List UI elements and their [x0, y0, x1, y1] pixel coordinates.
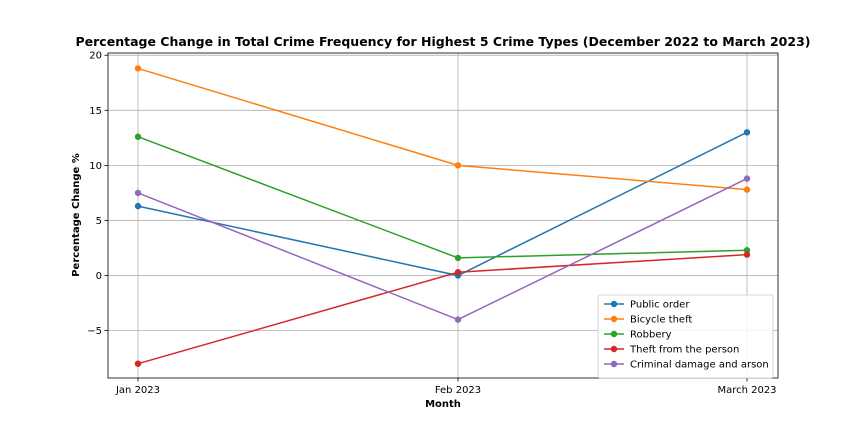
legend-label: Bicycle theft: [630, 315, 692, 326]
y-tick-label: 20: [89, 51, 102, 62]
data-point: [134, 189, 142, 197]
series-theft-from-the-person: [134, 251, 751, 367]
series-line: [137, 131, 748, 277]
data-point: [134, 202, 142, 210]
x-tick-label: March 2023: [717, 385, 776, 396]
data-point: [454, 316, 462, 323]
y-tick-label: 0: [96, 271, 102, 282]
legend-item: Bicycle theft: [604, 315, 692, 326]
plot-area-frame: [107, 52, 779, 379]
legend-marker: [610, 345, 618, 353]
x-axis-label: Month: [425, 399, 461, 410]
legend-marker: [610, 330, 618, 338]
data-point: [134, 133, 142, 140]
legend-item: Robbery: [604, 330, 672, 341]
y-tick-label: 10: [89, 161, 102, 172]
data-point: [134, 360, 142, 367]
data-point: [743, 186, 751, 193]
legend-marker: [610, 360, 618, 368]
legend-item: Theft from the person: [604, 345, 739, 356]
series-criminal-damage-and-arson: [134, 175, 751, 323]
legend-marker: [610, 300, 618, 308]
y-axis-ticks: −5 0 5 10 15 20: [87, 51, 108, 337]
y-axis-label: Percentage Change %: [71, 153, 82, 277]
data-point: [743, 175, 751, 182]
x-axis-ticks: Jan 2023 Feb 2023 March 2023: [115, 378, 777, 396]
legend-label: Robbery: [630, 330, 672, 341]
y-tick-label: 5: [96, 216, 102, 227]
x-tick-label: Jan 2023: [115, 385, 160, 396]
chart-title: Percentage Change in Total Crime Frequen…: [76, 34, 811, 49]
y-tick-label: 15: [89, 106, 102, 117]
data-point: [454, 162, 462, 169]
data-point: [743, 247, 751, 254]
legend-item: Criminal damage and arson: [604, 360, 769, 371]
data-point: [743, 129, 751, 136]
legend-box: [597, 294, 774, 379]
x-tick-label: Feb 2023: [435, 385, 481, 396]
data-point: [134, 65, 142, 72]
legend-label: Theft from the person: [629, 345, 739, 356]
plot-series: [134, 65, 751, 367]
data-point: [743, 251, 751, 258]
series-bicycle-theft: [134, 65, 751, 193]
legend-marker: [610, 315, 618, 323]
series-line: [137, 136, 748, 259]
data-point: [454, 254, 462, 262]
y-tick-label: −5: [87, 326, 102, 337]
legend-label: Criminal damage and arson: [630, 360, 769, 371]
series-public-order: [134, 129, 751, 279]
legend-item: Public order: [604, 300, 690, 311]
legend-label: Public order: [630, 300, 690, 311]
data-point: [454, 269, 462, 276]
legend: Public order Bicycle theft Robbery Theft fr…: [597, 294, 774, 379]
series-robbery: [134, 133, 751, 262]
